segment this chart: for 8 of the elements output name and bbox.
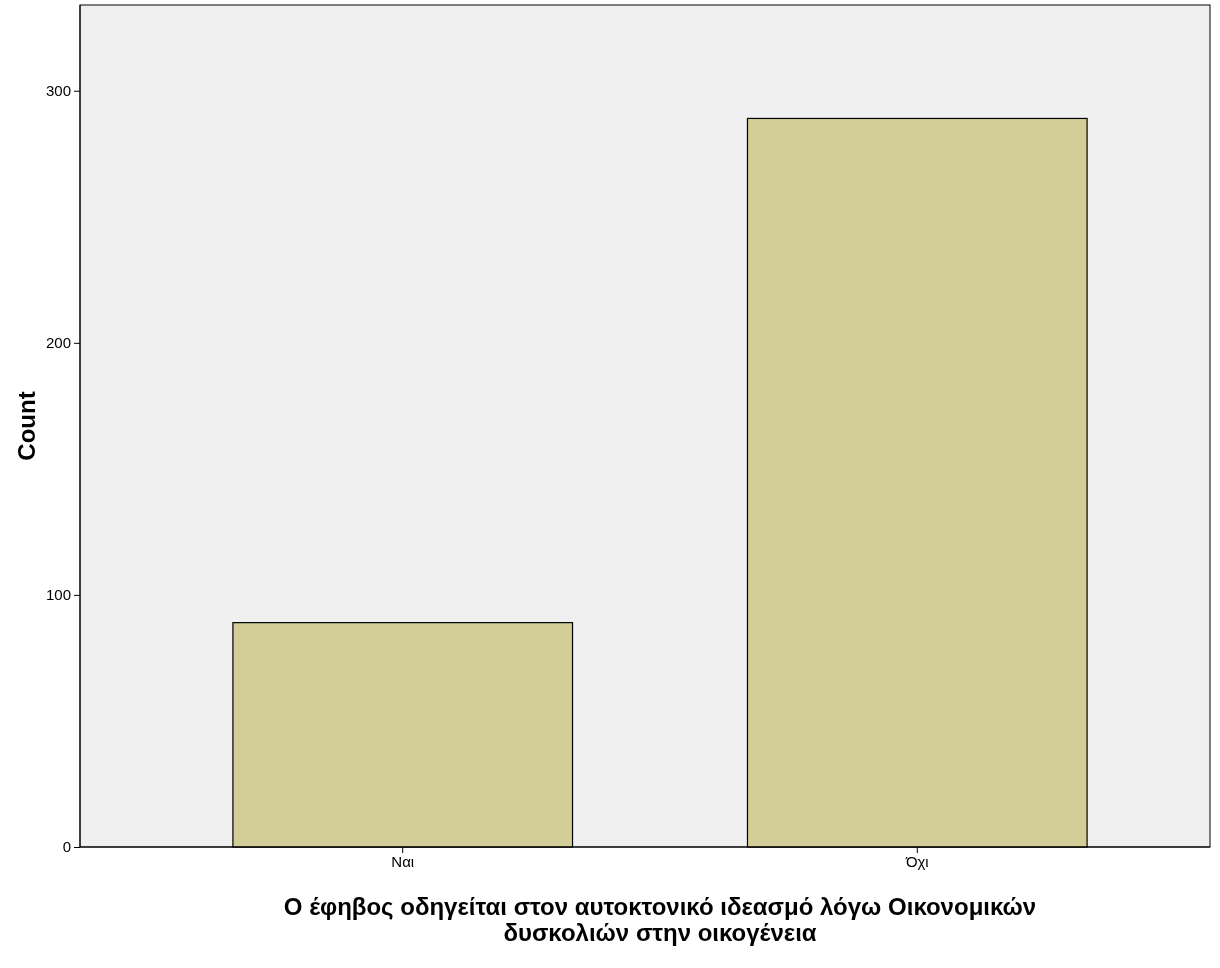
x-tick-label: Ναι xyxy=(391,852,415,870)
x-axis-title: Ο έφηβος οδηγείται στον αυτοκτονικό ιδεασμό λόγω Οικονομικών δυσκολιών στην οικογένεια xyxy=(283,893,1037,946)
x-tick-label: Όχι xyxy=(904,852,929,870)
y-tick-label: 100 xyxy=(45,586,71,604)
y-tick-label: 200 xyxy=(45,334,71,352)
y-tick-label: 0 xyxy=(62,838,71,856)
y-axis-title: Count xyxy=(13,391,40,461)
y-tick-label: 300 xyxy=(45,82,71,100)
